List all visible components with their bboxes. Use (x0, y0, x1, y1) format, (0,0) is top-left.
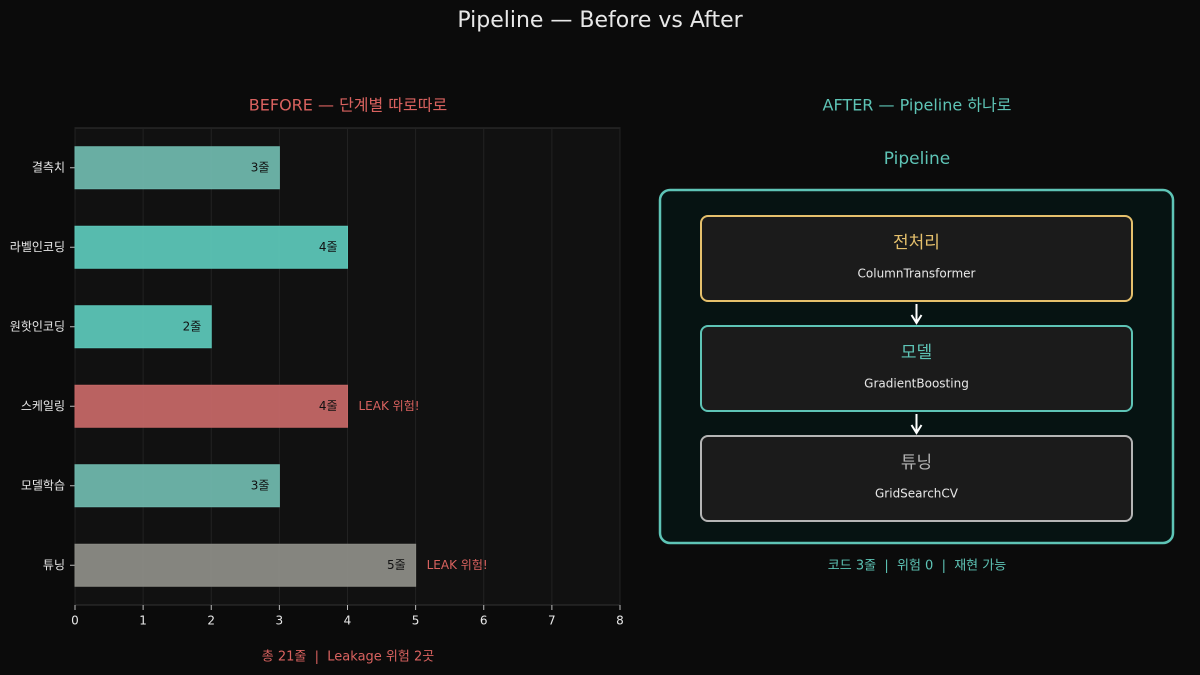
value-label: 4줄 (319, 240, 338, 254)
y-tick-label: 스케일링 (21, 399, 65, 413)
diagram-title: AFTER — Pipeline 하나로 (823, 96, 1012, 115)
x-tick-label: 6 (480, 614, 488, 628)
bar (74, 464, 280, 508)
diagram-footer: 코드 3줄 | 위험 0 | 재현 가능 (828, 559, 1006, 574)
container-label: Pipeline (884, 149, 951, 169)
step-sublabel: GridSearchCV (875, 487, 959, 501)
arrow-head (910, 424, 923, 435)
pipeline-step (700, 215, 1133, 302)
chart-footer: 총 21줄 | Leakage 위험 2곳 (262, 650, 434, 665)
x-tick-label: 8 (616, 614, 624, 628)
x-tick-label: 3 (276, 614, 284, 628)
y-tick-label: 튜닝 (43, 558, 65, 572)
bar (74, 225, 348, 269)
arrow-head (910, 314, 923, 325)
x-tick-label: 0 (71, 614, 79, 628)
value-label: 5줄 (387, 558, 406, 572)
annotation: LEAK 위험! (359, 399, 420, 413)
pipeline-step (700, 325, 1133, 412)
y-tick-label: 결측치 (32, 160, 65, 174)
bar (74, 384, 348, 428)
step-sublabel: GradientBoosting (864, 377, 969, 391)
x-tick-label: 4 (344, 614, 352, 628)
value-label: 3줄 (251, 160, 270, 174)
step-sublabel: ColumnTransformer (858, 267, 976, 281)
value-label: 3줄 (251, 478, 270, 492)
step-label: 모델 (901, 343, 932, 363)
page-title: Pipeline — Before vs After (457, 8, 743, 33)
value-label: 4줄 (319, 399, 338, 413)
bar (74, 543, 417, 587)
value-label: 2줄 (183, 319, 202, 333)
x-tick-label: 5 (412, 614, 420, 628)
y-tick-label: 모델학습 (21, 478, 65, 492)
x-tick-label: 1 (139, 614, 147, 628)
step-label: 전처리 (893, 233, 940, 253)
x-tick-label: 7 (548, 614, 556, 628)
y-tick-label: 라벨인코딩 (10, 240, 65, 254)
chart-title: BEFORE — 단계별 따로따로 (249, 96, 447, 115)
bar (74, 305, 212, 349)
bar (74, 146, 280, 190)
x-tick-label: 2 (207, 614, 215, 628)
annotation: LEAK 위험! (427, 558, 488, 572)
step-label: 튜닝 (901, 453, 932, 473)
y-tick-label: 원핫인코딩 (10, 319, 65, 333)
pipeline-step (700, 435, 1133, 522)
